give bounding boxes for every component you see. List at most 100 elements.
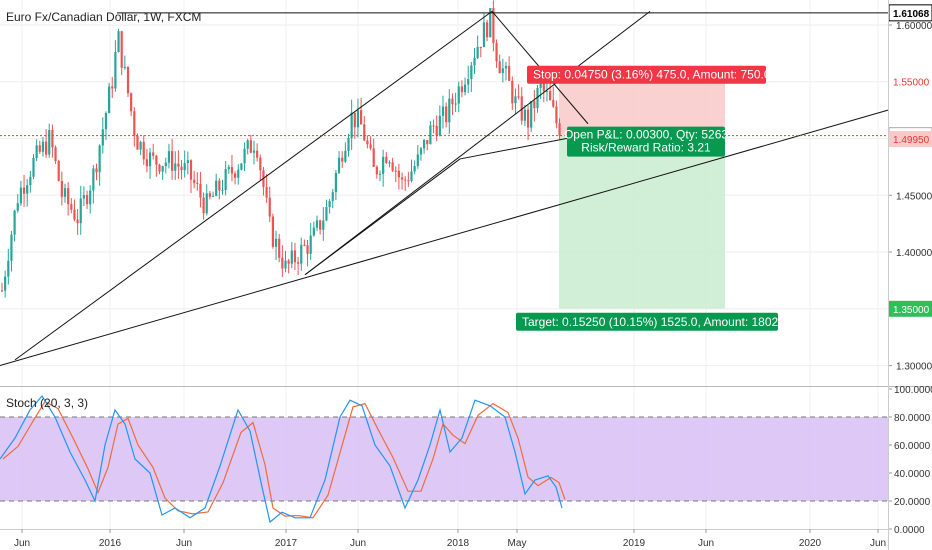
stoch-k-line	[0, 394, 563, 524]
candle-body	[152, 152, 155, 156]
time-tick-label: Jun	[350, 538, 366, 549]
candle-body	[300, 244, 303, 264]
candle-body	[171, 151, 174, 171]
candle-body	[432, 125, 435, 127]
candle-body	[224, 169, 227, 190]
price-axis[interactable]: 1.300001.350001.400001.450001.500001.550…	[888, 4, 932, 373]
candle-body	[0, 290, 4, 292]
price-tick-label: 1.60000	[896, 21, 932, 32]
candle-body	[319, 220, 322, 230]
candle-body	[287, 260, 290, 264]
time-axis[interactable]: Jun 2016 Jun 2017 Jun 2018 May 2019 Jun 2020 Jun	[14, 529, 886, 549]
candle-body	[495, 43, 498, 62]
candle-body	[120, 31, 123, 68]
candle-body	[504, 65, 508, 69]
candle-body	[259, 157, 262, 171]
candle-body	[4, 276, 7, 291]
candle-body	[142, 141, 145, 160]
candle-body	[448, 98, 451, 123]
indicator-title: Stoch (20, 3, 3)	[6, 396, 88, 410]
candle-body	[388, 162, 391, 164]
candle-body	[473, 57, 476, 66]
candle-body	[215, 180, 218, 196]
candle-body	[274, 238, 278, 247]
candle-body	[281, 257, 284, 269]
candle-body	[133, 111, 136, 136]
candle-body	[180, 166, 183, 171]
candle-body	[378, 173, 382, 175]
time-tick-label: Jun	[14, 538, 30, 549]
candle-body	[148, 152, 152, 167]
candle-body	[70, 204, 73, 210]
candle-body	[350, 112, 353, 139]
candle-body	[189, 160, 193, 180]
candle-body	[337, 157, 341, 173]
price-label: 1.61068	[893, 9, 930, 20]
candle-body	[123, 66, 126, 68]
candle-body	[48, 129, 51, 155]
candle-body	[356, 110, 360, 128]
candle-body	[492, 8, 495, 44]
candle-body	[237, 169, 240, 178]
candle-body	[366, 140, 369, 145]
candle-body	[278, 238, 281, 258]
candle-body	[306, 245, 309, 254]
candle-body	[530, 101, 533, 128]
candle-body	[51, 129, 54, 148]
candle-body	[183, 163, 186, 171]
chart-title: Euro Fx/Canadian Dollar, 1W, FXCM	[6, 10, 201, 24]
candle-body	[369, 144, 372, 149]
candle-body	[67, 188, 70, 205]
candle-body	[552, 100, 555, 107]
candle-body	[347, 138, 350, 151]
target-zone[interactable]	[559, 135, 725, 309]
time-tick-label: Jun	[176, 538, 192, 549]
candle-body	[467, 79, 470, 85]
candle-body	[391, 162, 394, 171]
candle-body	[325, 207, 328, 221]
candle-body	[63, 188, 67, 197]
price-tick-label: 1.45000	[896, 191, 932, 202]
candle-body	[410, 171, 413, 182]
candle-body	[523, 109, 526, 121]
candle-body	[429, 125, 432, 145]
candle-body	[10, 234, 13, 261]
pnl-label[interactable]: Open P&L: 0.00300, Qty: 5263 Risk/Reward…	[564, 126, 728, 157]
candle-body	[328, 201, 331, 208]
candle-body	[511, 80, 514, 104]
candle-body	[26, 185, 29, 194]
candle-body	[82, 195, 85, 199]
trendlines[interactable]	[0, 10, 889, 367]
candle-body	[451, 98, 454, 105]
candle-body	[16, 203, 19, 211]
candle-body	[539, 83, 542, 89]
candle-body	[108, 86, 111, 114]
candle-body	[344, 150, 347, 162]
stoch-axis[interactable]: 0.0000 20.0000 40.0000 60.0000 80.0000 100.00…	[888, 385, 932, 536]
candle-body	[498, 61, 501, 74]
candle-body	[130, 93, 133, 112]
stoch-tick-label: 20.0000	[894, 497, 931, 508]
stoch-tick-label: 80.0000	[894, 413, 931, 424]
stoch-band	[0, 417, 888, 501]
candle-body	[177, 163, 180, 167]
candle-body	[290, 250, 293, 264]
candle-body	[22, 187, 26, 194]
wedge-lower-line	[459, 135, 579, 160]
candle-body	[199, 183, 202, 198]
candle-body	[230, 167, 234, 174]
candle-body	[60, 180, 63, 197]
candle-body	[508, 65, 511, 81]
candle-body	[435, 125, 438, 136]
candle-body	[35, 145, 38, 158]
candle-body	[89, 190, 92, 205]
stoch-tick-label: 60.0000	[894, 441, 931, 452]
candle-body	[193, 179, 196, 183]
channel-mid-line	[304, 10, 651, 276]
stop-label[interactable]: Stop: 0.04750 (3.16%) 475.0, Amount: 750…	[527, 65, 778, 84]
candle-body	[7, 260, 10, 277]
target-label[interactable]: Target: 0.15250 (10.15%) 1525.0, Amount:…	[516, 312, 795, 331]
candle-body	[54, 147, 57, 161]
candle-body	[205, 193, 208, 214]
